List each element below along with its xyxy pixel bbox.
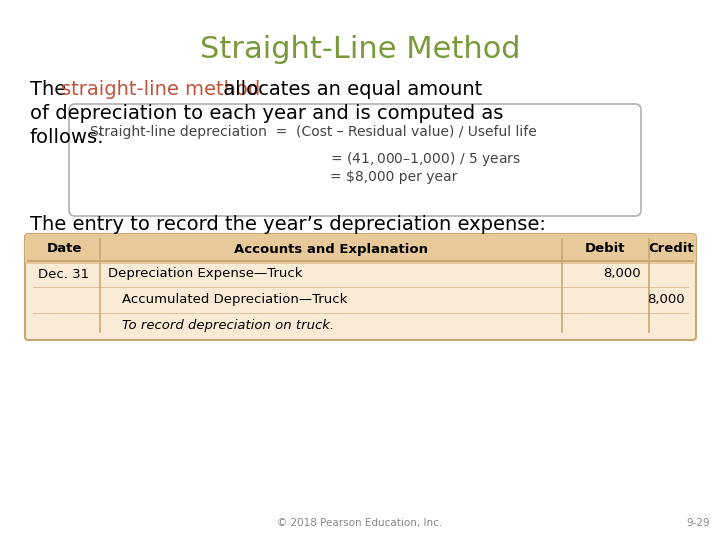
Text: Accounts and Explanation: Accounts and Explanation xyxy=(234,242,428,255)
Text: 9-29: 9-29 xyxy=(686,518,710,528)
Text: The: The xyxy=(30,80,73,99)
Text: follows:: follows: xyxy=(30,128,104,147)
Text: To record depreciation on truck.: To record depreciation on truck. xyxy=(122,319,334,332)
Text: © 2018 Pearson Education, Inc.: © 2018 Pearson Education, Inc. xyxy=(277,518,443,528)
Text: Straight-Line Method: Straight-Line Method xyxy=(199,35,521,64)
FancyBboxPatch shape xyxy=(69,104,641,216)
Text: allocates an equal amount: allocates an equal amount xyxy=(217,80,482,99)
Text: 8,000: 8,000 xyxy=(603,267,641,280)
Text: The entry to record the year’s depreciation expense:: The entry to record the year’s depreciat… xyxy=(30,215,546,234)
Text: Accumulated Depreciation—Truck: Accumulated Depreciation—Truck xyxy=(122,294,347,307)
Bar xyxy=(28,249,693,261)
Text: = $8,000 per year: = $8,000 per year xyxy=(330,170,457,184)
Text: straight-line method: straight-line method xyxy=(61,80,261,99)
Text: 8,000: 8,000 xyxy=(647,294,685,307)
Text: Date: Date xyxy=(46,242,81,255)
Text: Straight-line depreciation  =  (Cost – Residual value) / Useful life: Straight-line depreciation = (Cost – Res… xyxy=(90,125,536,139)
Text: Debit: Debit xyxy=(585,242,626,255)
Text: = ($41,000 – $1,000) / 5 years: = ($41,000 – $1,000) / 5 years xyxy=(330,150,521,168)
Text: Credit: Credit xyxy=(648,242,694,255)
FancyBboxPatch shape xyxy=(25,234,696,264)
Text: Depreciation Expense—Truck: Depreciation Expense—Truck xyxy=(108,267,302,280)
Text: Dec. 31: Dec. 31 xyxy=(38,267,89,280)
FancyBboxPatch shape xyxy=(25,234,696,340)
Text: of depreciation to each year and is computed as: of depreciation to each year and is comp… xyxy=(30,104,503,123)
